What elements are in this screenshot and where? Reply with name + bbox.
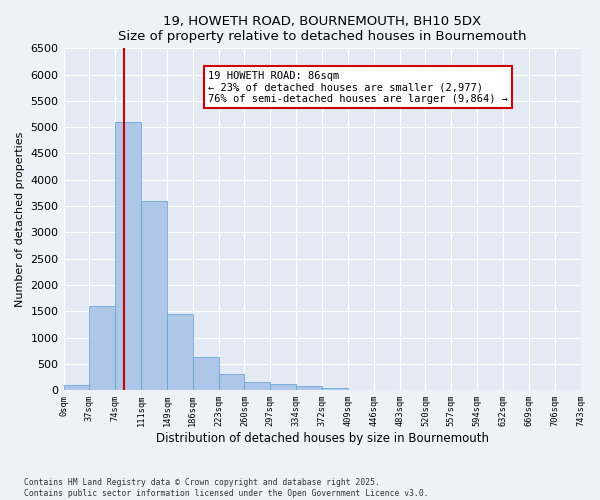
Text: Contains HM Land Registry data © Crown copyright and database right 2025.
Contai: Contains HM Land Registry data © Crown c… bbox=[24, 478, 428, 498]
Bar bbox=[322, 388, 348, 390]
Y-axis label: Number of detached properties: Number of detached properties bbox=[15, 132, 25, 307]
X-axis label: Distribution of detached houses by size in Bournemouth: Distribution of detached houses by size … bbox=[155, 432, 488, 445]
Bar bbox=[296, 386, 322, 390]
Bar bbox=[167, 314, 193, 390]
Bar bbox=[193, 358, 218, 390]
Bar bbox=[89, 306, 115, 390]
Bar bbox=[141, 201, 167, 390]
Bar bbox=[271, 384, 296, 390]
Bar bbox=[244, 382, 271, 390]
Bar bbox=[218, 374, 244, 390]
Bar bbox=[115, 122, 141, 390]
Text: 19 HOWETH ROAD: 86sqm
← 23% of detached houses are smaller (2,977)
76% of semi-d: 19 HOWETH ROAD: 86sqm ← 23% of detached … bbox=[208, 70, 508, 104]
Title: 19, HOWETH ROAD, BOURNEMOUTH, BH10 5DX
Size of property relative to detached hou: 19, HOWETH ROAD, BOURNEMOUTH, BH10 5DX S… bbox=[118, 15, 526, 43]
Bar bbox=[64, 385, 89, 390]
